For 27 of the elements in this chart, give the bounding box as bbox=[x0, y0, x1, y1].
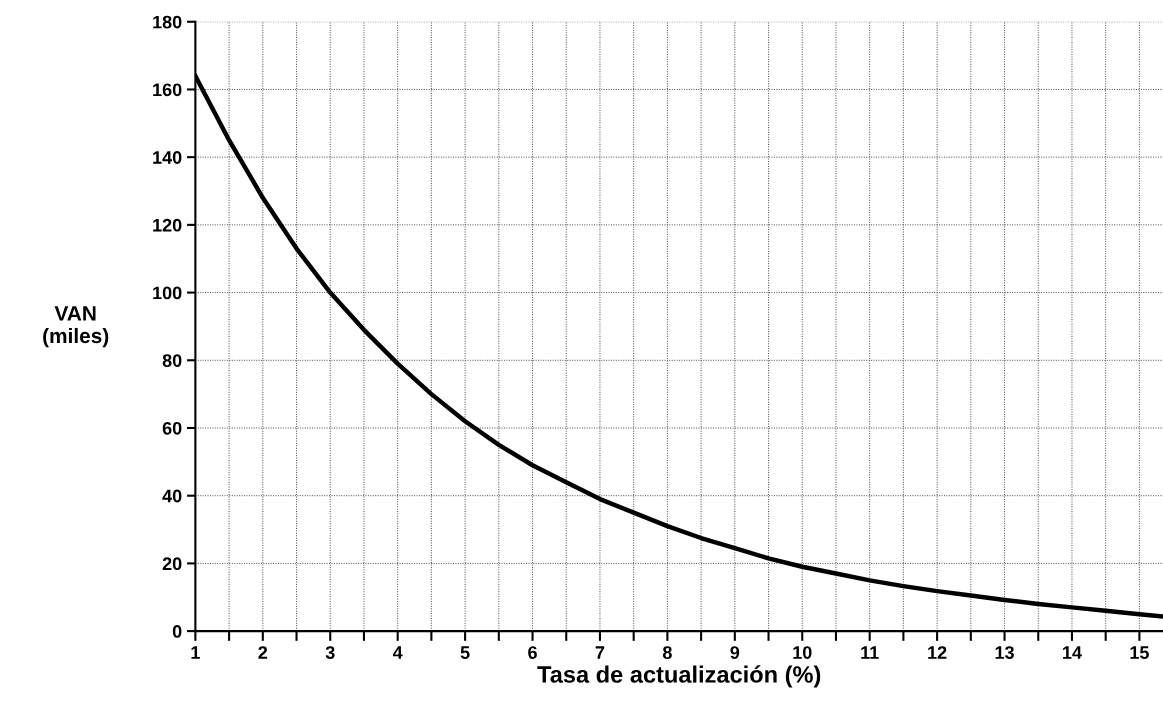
y-tick-label: 140 bbox=[153, 151, 182, 164]
y-tick-label: 80 bbox=[162, 354, 182, 367]
x-tick-label: 15 bbox=[1130, 646, 1149, 659]
x-axis-title: Tasa de actualización (%) bbox=[537, 665, 821, 688]
x-tick-label: 3 bbox=[325, 646, 335, 659]
y-tick-label: 160 bbox=[153, 83, 182, 97]
y-axis-title: VAN (miles) bbox=[43, 306, 109, 348]
x-tick-label: 11 bbox=[861, 646, 879, 659]
y-tick-label: 20 bbox=[162, 557, 182, 571]
y-tick-label: 40 bbox=[162, 489, 182, 503]
x-tick-label: 13 bbox=[995, 646, 1014, 659]
x-tick-label: 14 bbox=[1063, 646, 1082, 659]
x-tick-label: 1 bbox=[191, 646, 200, 659]
x-tick-label: 2 bbox=[258, 646, 268, 659]
y-tick-label: 0 bbox=[172, 625, 182, 638]
x-tick-label: 9 bbox=[730, 646, 740, 659]
y-tick-label: 180 bbox=[153, 15, 182, 29]
y-tick-label: 100 bbox=[153, 286, 182, 300]
x-tick-label: 4 bbox=[392, 646, 403, 659]
x-tick-label: 7 bbox=[595, 646, 605, 659]
x-tick-label: 8 bbox=[662, 646, 672, 659]
x-tick-label: 6 bbox=[528, 646, 537, 659]
x-tick-label: 12 bbox=[928, 646, 947, 659]
x-tick-label: 10 bbox=[793, 646, 812, 659]
y-tick-label: 60 bbox=[162, 421, 182, 435]
y-tick-label: 120 bbox=[153, 218, 182, 232]
x-tick-label: 5 bbox=[460, 646, 470, 659]
